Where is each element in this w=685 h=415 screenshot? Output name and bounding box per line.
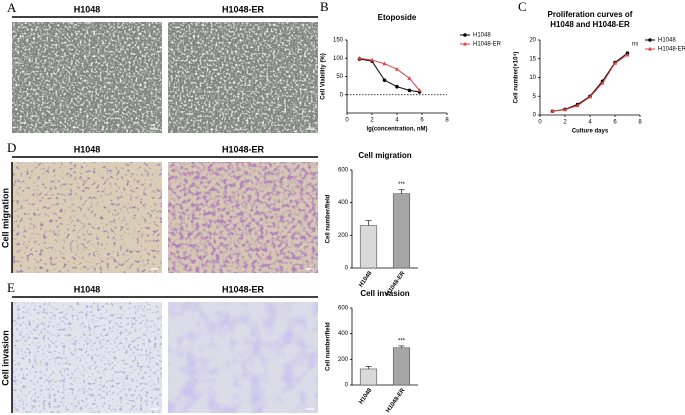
y-tick-label: 0	[345, 266, 349, 272]
chart-title: H1048 and H1048-ER	[550, 20, 630, 29]
x-tick-label: 4	[395, 118, 399, 124]
x-tick-label: H1048-ER	[385, 387, 406, 414]
legend-label: H1048-ER	[658, 47, 685, 53]
marker	[613, 61, 617, 65]
x-tick-label: 6	[420, 118, 424, 124]
bar	[359, 368, 378, 386]
y-tick-label: 20	[529, 38, 536, 44]
x-tick-label: 8	[638, 120, 642, 126]
marker	[395, 67, 399, 71]
y-tick-label: 15	[529, 56, 536, 62]
x-tick-label: 8	[445, 118, 449, 124]
micrograph-texture	[12, 302, 162, 413]
panel-label: D	[7, 140, 16, 155]
image-title: H1048-ER	[222, 284, 265, 294]
panel-label: A	[7, 0, 17, 15]
side-label: Cell migration	[0, 188, 10, 248]
micrograph-texture	[12, 22, 162, 133]
panel-label: B	[320, 0, 329, 14]
y-tick-label: 200	[338, 357, 349, 363]
bar	[359, 225, 378, 269]
marker	[600, 80, 605, 85]
chart-title: Cell migration	[358, 151, 411, 160]
legend-label: H1048	[473, 33, 491, 39]
bar	[392, 347, 411, 386]
image-title: H1048-ER	[222, 144, 265, 154]
image-title: H1048	[74, 4, 101, 14]
y-tick-label: 400	[338, 331, 349, 337]
marker	[575, 103, 580, 108]
marker	[370, 57, 374, 62]
y-tick-label: 0	[340, 92, 344, 98]
y-tick-label: 0	[533, 113, 537, 119]
x-tick-label: 2	[563, 120, 567, 126]
y-tick-label: 600	[338, 168, 349, 174]
micrograph-texture	[168, 302, 318, 413]
y-tick-label: 600	[338, 306, 349, 312]
marker	[563, 107, 567, 112]
annotation: ns	[632, 42, 638, 48]
x-tick-label: 2	[370, 118, 374, 124]
micrograph-texture	[168, 22, 318, 133]
y-tick-label: 5	[533, 94, 537, 100]
y-tick-label: 10	[529, 75, 536, 81]
micrograph-texture	[168, 162, 318, 273]
x-tick-label: 0	[538, 120, 542, 126]
significance: ***	[398, 338, 406, 344]
image-title: H1048	[74, 144, 101, 154]
x-axis-label: lg(concentration, nM)	[367, 127, 428, 133]
y-axis-label: Cell number/field	[326, 194, 332, 243]
marker	[648, 46, 652, 51]
y-axis-label: Cell number(×10⁴)	[514, 52, 520, 104]
y-tick-label: 100	[333, 56, 344, 62]
series-line	[359, 58, 420, 93]
image-title: H1048	[74, 284, 101, 294]
marker	[550, 109, 555, 113]
marker	[463, 33, 467, 37]
series-line	[359, 57, 420, 91]
bar	[392, 193, 411, 269]
marker	[588, 94, 592, 99]
x-tick-label: 6	[613, 120, 617, 126]
marker	[463, 41, 467, 46]
significance: ***	[398, 182, 406, 188]
marker	[417, 88, 422, 92]
legend-label: H1048	[658, 38, 676, 44]
legend-label: H1048-ER	[473, 42, 502, 48]
marker	[382, 78, 387, 82]
error-bar	[365, 220, 372, 226]
chart-title: Etoposide	[378, 13, 417, 22]
marker	[395, 84, 399, 89]
y-tick-label: 0	[345, 383, 349, 389]
marker	[648, 38, 652, 42]
y-tick-label: 150	[333, 38, 344, 44]
y-tick-label: 50	[336, 74, 343, 80]
y-tick-label: 400	[338, 200, 349, 206]
micrograph-texture	[12, 162, 162, 273]
x-axis-label: Culture days	[572, 129, 609, 135]
x-tick-label: H1048	[358, 270, 373, 288]
chart-title: Proliferation curves of	[548, 10, 633, 19]
marker	[407, 88, 412, 93]
panel-label: E	[7, 280, 15, 295]
y-tick-label: 200	[338, 233, 349, 239]
y-axis-label: Cell Viability (%)	[321, 53, 327, 100]
error-bar	[365, 365, 372, 369]
error-bar	[398, 189, 405, 194]
chart-title: Cell invasion	[360, 289, 409, 298]
marker	[382, 61, 387, 66]
marker	[407, 76, 412, 80]
side-label: Cell invasion	[0, 330, 10, 386]
marker	[625, 52, 630, 57]
marker	[357, 56, 362, 60]
panel-label: C	[518, 0, 527, 14]
image-title: H1048-ER	[222, 4, 265, 14]
x-tick-label: 4	[588, 120, 592, 126]
x-tick-label: H1048	[358, 387, 373, 405]
error-bar	[398, 345, 405, 348]
y-axis-label: Cell number/field	[326, 322, 332, 371]
x-tick-label: 0	[345, 118, 349, 124]
